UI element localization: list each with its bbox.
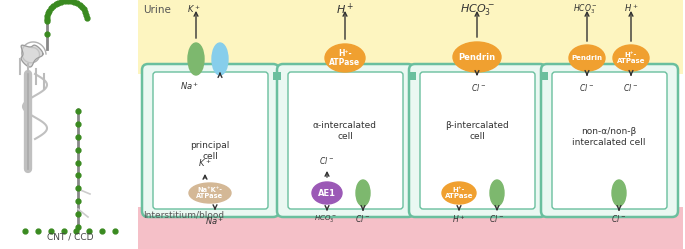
Bar — [273, 72, 281, 80]
Text: β-intercalated
cell: β-intercalated cell — [445, 121, 509, 141]
Text: $\mathit{H^+}$: $\mathit{H^+}$ — [336, 2, 354, 17]
Bar — [138, 207, 683, 249]
Text: H⁺-
ATPase: H⁺- ATPase — [616, 52, 645, 64]
Text: H⁺-
ATPase: H⁺- ATPase — [329, 49, 360, 67]
Text: $HCO_3^-$: $HCO_3^-$ — [314, 213, 336, 224]
Text: $K^+$: $K^+$ — [198, 157, 212, 169]
Ellipse shape — [613, 45, 649, 71]
Ellipse shape — [188, 43, 204, 75]
FancyBboxPatch shape — [541, 64, 678, 217]
Text: Interstitium/blood: Interstitium/blood — [143, 210, 224, 219]
Text: $Cl^-$: $Cl^-$ — [356, 213, 371, 224]
Text: $Na^+$: $Na^+$ — [180, 80, 199, 92]
Text: α-intercalated
cell: α-intercalated cell — [313, 121, 377, 141]
Bar — [408, 72, 416, 80]
Text: $H^+$: $H^+$ — [452, 213, 466, 225]
Bar — [138, 0, 683, 74]
FancyBboxPatch shape — [277, 64, 414, 217]
Text: $K^+$: $K^+$ — [187, 3, 201, 15]
FancyBboxPatch shape — [142, 64, 279, 217]
Text: Pendrin: Pendrin — [571, 55, 603, 61]
Text: $Cl^-$: $Cl^-$ — [489, 213, 505, 224]
Text: non-α/non-β
intercalated cell: non-α/non-β intercalated cell — [572, 127, 646, 147]
Bar — [540, 72, 548, 80]
Text: $Cl^-$: $Cl^-$ — [319, 155, 334, 166]
FancyBboxPatch shape — [288, 72, 403, 209]
Ellipse shape — [189, 183, 231, 203]
Text: $Cl^-$: $Cl^-$ — [580, 82, 595, 93]
Text: Pendrin: Pendrin — [458, 53, 495, 62]
Text: $\mathbf{\mathit{HCO_3^-}}$: $\mathbf{\mathit{HCO_3^-}}$ — [460, 2, 495, 17]
Text: CNT / CCD: CNT / CCD — [47, 232, 93, 241]
Polygon shape — [21, 45, 43, 67]
Ellipse shape — [612, 180, 626, 206]
Ellipse shape — [569, 45, 605, 71]
Text: principal
cell: principal cell — [190, 141, 229, 161]
Text: $Cl^-$: $Cl^-$ — [612, 213, 627, 224]
Text: Urine: Urine — [143, 5, 171, 15]
Text: AE1: AE1 — [318, 188, 336, 197]
Ellipse shape — [325, 44, 365, 72]
Ellipse shape — [490, 180, 504, 206]
Text: $Cl^-$: $Cl^-$ — [471, 82, 486, 93]
Ellipse shape — [212, 43, 228, 75]
FancyBboxPatch shape — [153, 72, 268, 209]
Text: $Na^+$: $Na^+$ — [206, 215, 225, 227]
Ellipse shape — [312, 182, 342, 204]
FancyBboxPatch shape — [552, 72, 667, 209]
Ellipse shape — [356, 180, 370, 206]
FancyBboxPatch shape — [409, 64, 546, 217]
Text: Na⁺K⁺-
ATPase: Na⁺K⁺- ATPase — [197, 187, 223, 199]
Ellipse shape — [442, 182, 476, 204]
Text: $Cl^-$: $Cl^-$ — [623, 82, 638, 93]
Ellipse shape — [453, 42, 501, 72]
Text: $H^+$: $H^+$ — [624, 2, 638, 14]
Text: $HCO_3^-$: $HCO_3^-$ — [573, 2, 597, 15]
FancyBboxPatch shape — [420, 72, 535, 209]
Text: H⁺-
ATPase: H⁺- ATPase — [445, 187, 473, 199]
